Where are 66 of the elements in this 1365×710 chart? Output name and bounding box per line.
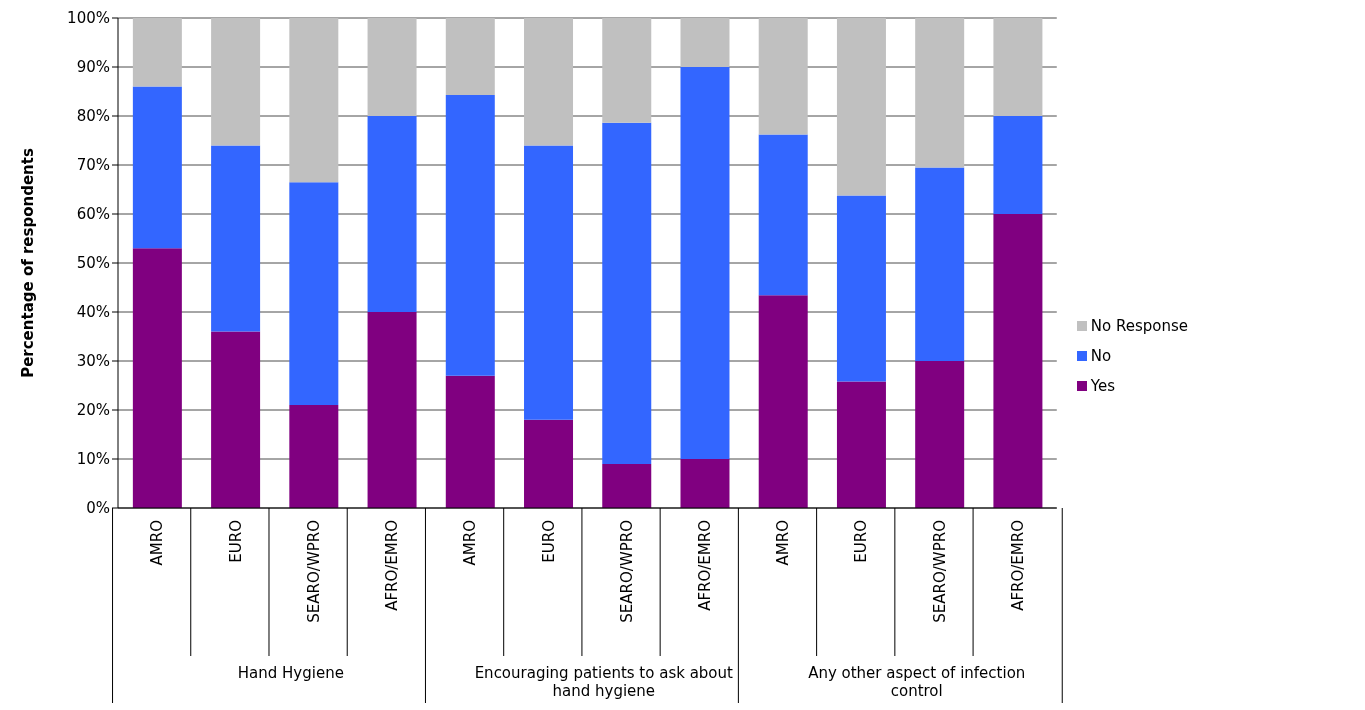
bar <box>132 18 182 87</box>
y-tick-label: 0% <box>86 499 110 518</box>
bar <box>758 134 808 296</box>
bar <box>367 18 417 116</box>
x-tick-label: AMRO <box>461 520 480 566</box>
y-axis-title: Percentage of respondents <box>19 148 38 378</box>
bar <box>680 67 730 459</box>
x-tick-label: SEARO/WPRO <box>617 520 636 623</box>
bar <box>993 18 1043 116</box>
legend-label: No <box>1090 346 1112 365</box>
y-tick-label: 40% <box>76 303 110 322</box>
bar <box>445 375 495 508</box>
bar <box>289 182 339 406</box>
bar <box>680 18 730 67</box>
bar <box>915 18 965 168</box>
bar <box>524 419 574 508</box>
bar <box>758 295 808 508</box>
text: Hand Hygiene <box>237 664 344 682</box>
bar <box>836 18 886 196</box>
x-tick-label: AMRO <box>774 520 793 566</box>
bar <box>132 86 182 249</box>
y-tick-label: 100% <box>67 9 110 28</box>
bar <box>602 463 652 508</box>
bar <box>993 116 1043 214</box>
y-tick-label: 10% <box>76 450 110 469</box>
y-tick-label: 90% <box>76 58 110 77</box>
bar <box>132 248 182 508</box>
bar <box>915 361 965 508</box>
bar <box>445 18 495 95</box>
bar <box>915 167 965 361</box>
x-tick-label: AFRO/EMRO <box>383 520 402 611</box>
legend-label: Yes <box>1090 376 1115 395</box>
bar <box>602 18 652 123</box>
bar <box>680 459 730 508</box>
bar <box>758 18 808 135</box>
legend-label: No Response <box>1090 316 1188 335</box>
bar <box>524 18 574 146</box>
bar <box>289 405 339 508</box>
x-tick-label: EURO <box>539 520 558 563</box>
bar <box>367 312 417 508</box>
bar <box>836 381 886 508</box>
bar <box>289 18 339 183</box>
y-tick-label: 70% <box>76 156 110 175</box>
x-tick-label: AFRO/EMRO <box>1008 520 1027 611</box>
y-tick-label: 80% <box>76 107 110 126</box>
x-tick-label: EURO <box>852 520 871 563</box>
x-tick-label: EURO <box>226 520 245 563</box>
bar <box>211 331 261 508</box>
bar <box>445 94 495 376</box>
bar <box>524 145 574 420</box>
x-tick-label: AFRO/EMRO <box>695 520 714 611</box>
bar <box>836 195 886 382</box>
bar <box>367 116 417 312</box>
bar <box>211 145 261 332</box>
bar <box>211 18 261 146</box>
bar <box>602 122 652 464</box>
text: Any other aspect of infection control <box>808 664 1026 700</box>
y-tick-label: 60% <box>76 205 110 224</box>
y-tick-label: 50% <box>76 254 110 273</box>
x-tick-label: AMRO <box>148 520 167 566</box>
y-tick-label: 30% <box>76 352 110 371</box>
x-tick-label: SEARO/WPRO <box>304 520 323 623</box>
bar <box>993 214 1043 508</box>
y-tick-label: 20% <box>76 401 110 420</box>
text: Encouraging patients to ask about hand hygiene <box>474 664 734 700</box>
x-tick-label: SEARO/WPRO <box>930 520 949 623</box>
